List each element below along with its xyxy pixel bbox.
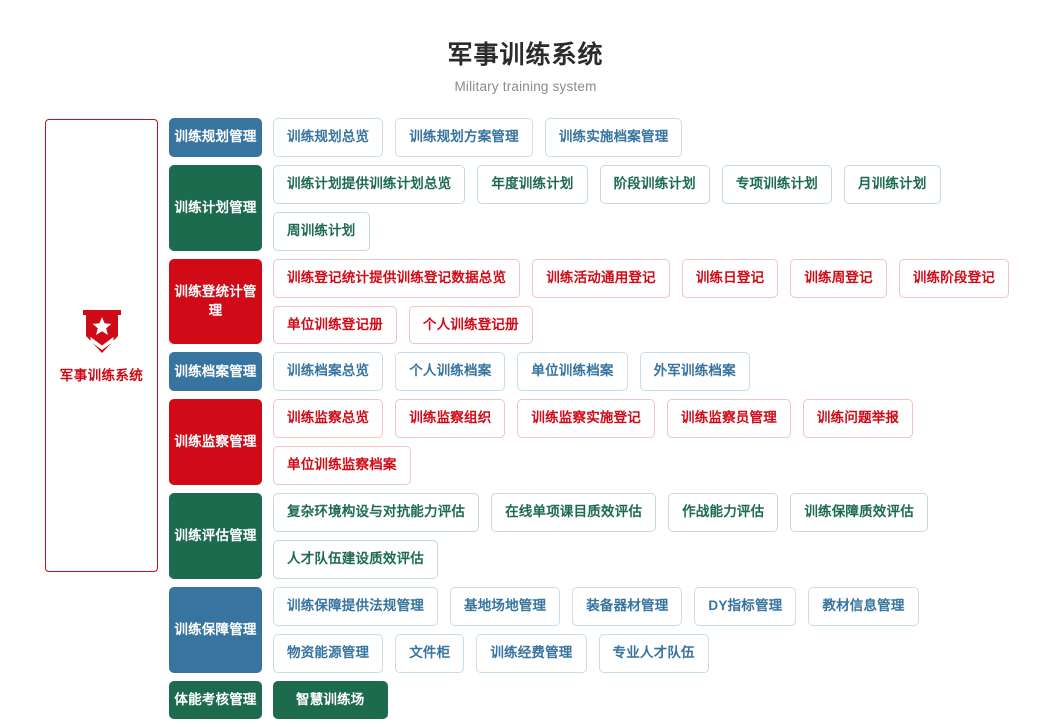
category-row: 训练计划管理 训练计划提供训练计划总览 年度训练计划 阶段训练计划 专项训练计划 月训练计… xyxy=(169,164,1031,251)
category-label-5[interactable]: 训练监察管理 xyxy=(169,399,262,485)
menu-item[interactable]: 训练经费管理 xyxy=(476,633,587,673)
menu-item[interactable]: 个人训练登记册 xyxy=(408,305,533,345)
menu-item[interactable]: 作战能力评估 xyxy=(668,493,779,532)
page-title: 军事训练系统 xyxy=(447,41,604,69)
menu-item[interactable]: 周训练计划 xyxy=(273,211,370,251)
shield-star-badge-icon xyxy=(80,308,124,358)
menu-item[interactable]: 训练规划总览 xyxy=(273,118,384,157)
menu-item[interactable]: 训练监察组织 xyxy=(395,399,506,439)
menu-item[interactable]: 个人训练档案 xyxy=(395,352,506,392)
category-items: 训练计划提供训练计划总览 年度训练计划 阶段训练计划 专项训练计划 月训练计划周训练计划 xyxy=(273,164,1031,251)
category-row: 训练监察管理 训练监察总览 训练监察组织 训练监察实施登记 训练监察员管理 训练问题举报单… xyxy=(169,399,1031,485)
menu-item[interactable]: 物资能源管理 xyxy=(273,633,384,673)
category-label-8[interactable]: 体能考核管理 xyxy=(169,680,262,720)
menu-item[interactable]: 复杂环境构设与对抗能力评估 xyxy=(273,493,480,532)
category-label-4[interactable]: 训练档案管理 xyxy=(169,352,262,392)
menu-item[interactable]: 单位训练登记册 xyxy=(273,305,397,345)
menu-item[interactable]: 装备器材管理 xyxy=(572,586,683,626)
menu-item[interactable]: 训练问题举报 xyxy=(802,399,914,439)
menu-item[interactable]: 阶段训练计划 xyxy=(599,164,710,204)
category-label-6[interactable]: 训练评估管理 xyxy=(169,493,262,579)
menu-item[interactable]: 训练阶段登记 xyxy=(898,258,1010,298)
menu-item[interactable]: 月训练计划 xyxy=(844,164,941,204)
category-label-7[interactable]: 训练保障管理 xyxy=(169,586,262,673)
menu-item[interactable]: 训练实施档案管理 xyxy=(544,118,683,157)
category-label-1[interactable]: 训练规划管理 xyxy=(169,118,262,157)
menu-item[interactable]: 训练监察员管理 xyxy=(667,399,791,439)
category-label-3[interactable]: 训练登统计管理 xyxy=(169,258,262,345)
menu-item[interactable]: 单位训练监察档案 xyxy=(273,446,411,485)
menu-item[interactable]: 基地场地管理 xyxy=(450,586,561,626)
category-items: 训练监察总览 训练监察组织 训练监察实施登记 训练监察员管理 训练问题举报单位训练监察档… xyxy=(273,399,1031,485)
menu-item[interactable]: 训练保障提供法规管理 xyxy=(273,586,438,626)
menu-item[interactable]: 专项训练计划 xyxy=(721,164,833,204)
menu-item[interactable]: 人才队伍建设质效评估 xyxy=(273,539,438,579)
category-items: 训练保障提供法规管理 基地场地管理 装备器材管理 DY指标管理 教材信息管理物资能源管理… xyxy=(273,586,1031,673)
category-row: 训练评估管理 复杂环境构设与对抗能力评估 在线单项课目质效评估 作战能力评估 训练保障质… xyxy=(169,493,1031,579)
menu-item[interactable]: DY指标管理 xyxy=(694,586,797,626)
menu-item[interactable]: 训练活动通用登记 xyxy=(532,258,670,298)
menu-item[interactable]: 训练监察总览 xyxy=(273,399,384,439)
menu-item[interactable]: 年度训练计划 xyxy=(477,164,588,204)
page-subtitle: Military training system xyxy=(454,79,597,94)
category-row: 训练保障管理 训练保障提供法规管理 基地场地管理 装备器材管理 DY指标管理 教材信息管理… xyxy=(169,586,1031,673)
category-items: 训练登记统计提供训练登记数据总览 训练活动通用登记 训练日登记 训练周登记 训练阶段登记… xyxy=(273,258,1031,345)
menu-item[interactable]: 训练日登记 xyxy=(681,258,779,298)
category-row: 训练规划管理 训练规划总览 训练规划方案管理 训练实施档案管理 xyxy=(169,118,1031,157)
main-layout: 军事训练系统 训练规划管理 训练规划总览 训练规划方案管理 训练实施档案管理 训练计划管… xyxy=(0,94,1051,727)
menu-item[interactable]: 文件柜 xyxy=(395,633,465,673)
category-row: 体能考核管理 智慧训练场 xyxy=(169,680,1031,720)
menu-item[interactable]: 单位训练档案 xyxy=(517,352,628,392)
sidebar-system-label: 军事训练系统 xyxy=(59,367,144,383)
menu-item[interactable]: 训练周登记 xyxy=(790,258,887,298)
menu-item[interactable]: 训练规划方案管理 xyxy=(395,118,533,157)
category-label-2[interactable]: 训练计划管理 xyxy=(169,164,262,251)
menu-item[interactable]: 在线单项课目质效评估 xyxy=(491,493,657,532)
menu-item[interactable]: 训练计划提供训练计划总览 xyxy=(273,164,466,204)
menu-item[interactable]: 训练档案总览 xyxy=(273,352,384,392)
category-row: 训练登统计管理 训练登记统计提供训练登记数据总览 训练活动通用登记 训练日登记 训练周登… xyxy=(169,258,1031,345)
category-items: 复杂环境构设与对抗能力评估 在线单项课目质效评估 作战能力评估 训练保障质效评估人才队… xyxy=(273,493,1031,579)
menu-item[interactable]: 训练登记统计提供训练登记数据总览 xyxy=(273,258,521,298)
category-items: 训练规划总览 训练规划方案管理 训练实施档案管理 xyxy=(273,118,1031,157)
category-items: 智慧训练场 xyxy=(273,680,1031,720)
page-header: 军事训练系统 Military training system xyxy=(0,0,1051,94)
menu-item[interactable]: 训练监察实施登记 xyxy=(517,399,656,439)
menu-item[interactable]: 智慧训练场 xyxy=(273,680,388,720)
menu-item[interactable]: 教材信息管理 xyxy=(808,586,919,626)
category-row: 训练档案管理 训练档案总览 个人训练档案 单位训练档案 外军训练档案 xyxy=(169,352,1031,392)
category-items: 训练档案总览 个人训练档案 单位训练档案 外军训练档案 xyxy=(273,352,1031,392)
menu-item[interactable]: 专业人才队伍 xyxy=(598,633,709,673)
sidebar: 军事训练系统 xyxy=(45,119,158,572)
menu-item[interactable]: 外军训练档案 xyxy=(639,352,750,392)
menu-item[interactable]: 训练保障质效评估 xyxy=(790,493,928,532)
